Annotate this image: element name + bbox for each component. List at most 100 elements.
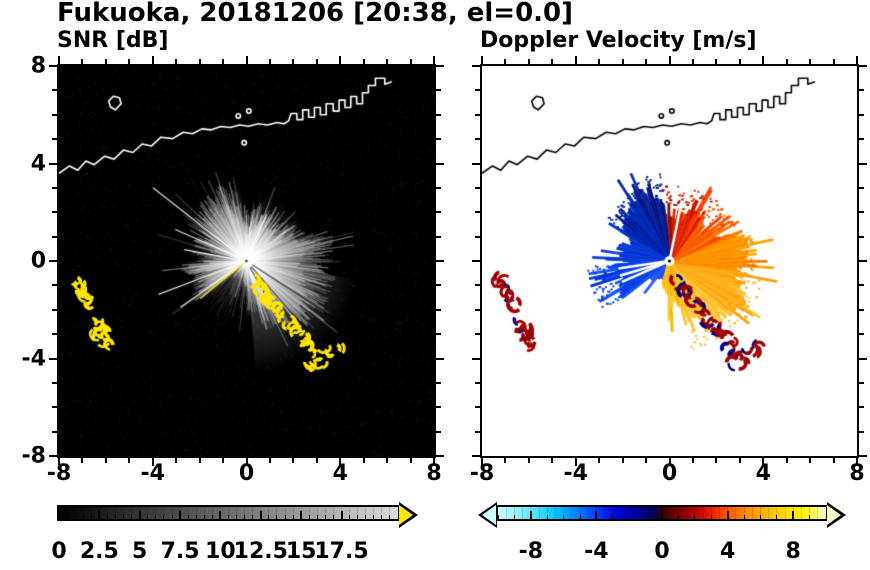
axis-tick-top bbox=[551, 59, 554, 64]
axis-tick-bottom bbox=[668, 458, 671, 466]
axis-tick-bottom bbox=[809, 458, 812, 463]
axis-tick-right bbox=[436, 357, 444, 360]
colorbar-segment-line bbox=[538, 505, 540, 521]
colorbar-segment-line bbox=[74, 505, 76, 521]
colorbar-minor-tick bbox=[373, 515, 375, 521]
figure-title: Fukuoka, 20181206 [20:38, el=0.0] bbox=[57, 0, 574, 28]
y-tick-label: 0 bbox=[30, 248, 46, 274]
axis-tick-right bbox=[436, 406, 441, 409]
axis-tick-top bbox=[598, 59, 601, 64]
colorbar-segment-line bbox=[751, 505, 753, 521]
axis-tick-right bbox=[436, 113, 441, 116]
axis-tick-bottom bbox=[715, 458, 718, 463]
axis-tick-top bbox=[621, 59, 624, 64]
axis-tick-left bbox=[472, 65, 480, 67]
colorbar-segment-line bbox=[645, 505, 647, 521]
axis-tick-left bbox=[472, 162, 480, 165]
axis-tick-top bbox=[433, 56, 435, 64]
axis-tick-top bbox=[409, 59, 412, 64]
axis-tick-left bbox=[52, 308, 57, 311]
axis-tick-left bbox=[475, 211, 480, 214]
colorbar-tick-label: 5 bbox=[132, 539, 148, 564]
axis-tick-bottom bbox=[222, 458, 225, 463]
axis-tick-bottom bbox=[268, 458, 271, 463]
colorbar-segment-line bbox=[389, 505, 391, 521]
colorbar-segment-line bbox=[669, 505, 671, 521]
axis-tick-bottom bbox=[574, 458, 577, 466]
colorbar-minor-tick bbox=[244, 515, 246, 521]
colorbar-segment-line bbox=[147, 505, 149, 521]
colorbar-tick-label: 4 bbox=[719, 539, 736, 564]
colorbar-segment-line bbox=[677, 505, 679, 521]
axis-tick-top bbox=[151, 56, 154, 64]
axis-tick-bottom bbox=[527, 458, 530, 463]
axis-tick-left bbox=[52, 113, 57, 116]
velocity-plot-panel bbox=[472, 56, 867, 466]
x-tick-label: 0 bbox=[238, 461, 255, 486]
colorbar-major-tick bbox=[340, 511, 343, 521]
colorbar-minor-tick bbox=[324, 515, 326, 521]
axis-tick-right bbox=[436, 455, 444, 457]
colorbar-minor-tick bbox=[195, 515, 197, 521]
axis-tick-bottom bbox=[58, 458, 60, 466]
axis-tick-bottom bbox=[386, 458, 389, 463]
colorbar-segment-line bbox=[653, 505, 655, 521]
colorbar-segment-line bbox=[115, 505, 116, 521]
colorbar-minor-tick bbox=[776, 515, 778, 521]
colorbar-segment-line bbox=[702, 505, 704, 521]
axis-tick-bottom bbox=[481, 458, 483, 466]
axis-tick-bottom bbox=[245, 458, 248, 466]
axis-tick-top bbox=[645, 59, 648, 64]
axis-tick-left bbox=[52, 430, 57, 433]
colorbar-segment-line bbox=[513, 505, 515, 521]
axis-tick-left bbox=[52, 406, 57, 409]
colorbar-minor-tick bbox=[612, 515, 614, 521]
colorbar-minor-tick bbox=[546, 515, 548, 521]
colorbar-tick-label: 7.5 bbox=[160, 539, 200, 564]
axis-tick-bottom bbox=[104, 458, 107, 463]
axis-tick-right bbox=[859, 357, 867, 360]
colorbar-major-tick bbox=[661, 511, 663, 521]
colorbar-segment-line bbox=[82, 505, 84, 521]
colorbar-minor-tick bbox=[710, 515, 712, 521]
colorbar-segment-line bbox=[316, 505, 318, 521]
axis-tick-left bbox=[472, 357, 480, 360]
axis-tick-top bbox=[691, 59, 694, 64]
colorbar-minor-tick bbox=[628, 515, 630, 521]
snr-colorbar: 0 2.5 5 7.5 10 12.5 15 17.5 bbox=[51, 502, 418, 564]
snr-plot-panel bbox=[49, 56, 444, 466]
colorbar-segment-line bbox=[381, 505, 383, 521]
colorbar-tick-label: 12.5 bbox=[233, 539, 288, 564]
colorbar-minor-tick bbox=[645, 515, 647, 521]
colorbar-segment-line bbox=[284, 505, 286, 521]
colorbar-minor-tick bbox=[123, 515, 125, 521]
colorbar-segment-line bbox=[155, 505, 157, 521]
colorbar-segment-line bbox=[554, 505, 556, 521]
axis-tick-bottom bbox=[598, 458, 601, 463]
colorbar-segment-line bbox=[776, 505, 778, 521]
axis-tick-top bbox=[856, 56, 858, 64]
colorbar-segment-line bbox=[228, 505, 229, 521]
axis-tick-top bbox=[198, 59, 201, 64]
colorbar-segment-line bbox=[546, 505, 548, 521]
axis-tick-top bbox=[362, 59, 365, 64]
axis-tick-bottom bbox=[128, 458, 131, 463]
colorbar-segment-line bbox=[203, 505, 205, 521]
colorbar-segment-line bbox=[710, 505, 712, 521]
colorbar-left-arrow bbox=[482, 505, 496, 525]
axis-tick-top bbox=[245, 56, 248, 64]
axis-tick-right bbox=[436, 65, 444, 67]
colorbar-major-tick bbox=[98, 511, 101, 521]
colorbar-segment-line bbox=[694, 505, 696, 521]
colorbar-tick-label: 15 bbox=[285, 539, 317, 564]
axis-tick-top bbox=[104, 59, 107, 64]
axis-tick-bottom bbox=[762, 458, 765, 466]
axis-tick-right bbox=[859, 235, 864, 238]
colorbar-minor-tick bbox=[316, 515, 318, 521]
axis-tick-right bbox=[436, 430, 441, 433]
axis-tick-bottom bbox=[175, 458, 178, 463]
colorbar-tick-label: 8 bbox=[785, 539, 801, 564]
axis-tick-bottom bbox=[621, 458, 624, 463]
colorbar-minor-tick bbox=[155, 515, 157, 521]
colorbar-segment-line bbox=[349, 505, 351, 521]
